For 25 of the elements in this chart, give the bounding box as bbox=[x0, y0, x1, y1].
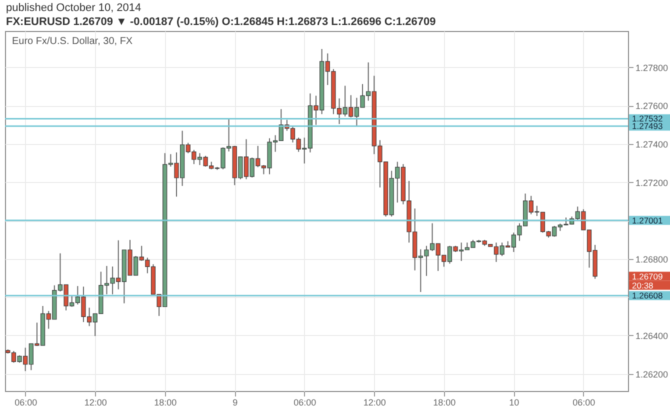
ref-line-label: 1.27532 bbox=[632, 114, 663, 124]
ref-line-label: 1.26608 bbox=[632, 290, 663, 301]
x-tick-label: 18:00 bbox=[433, 398, 456, 408]
ref-line-label: 1.27493 bbox=[632, 121, 663, 132]
x-tick-label: 9 bbox=[232, 398, 238, 408]
chart-subtitle: published October 10, 2014 bbox=[6, 2, 142, 14]
text: 1.26709 bbox=[632, 271, 663, 282]
x-tick-label: 10 bbox=[509, 398, 520, 408]
y-tick-label: 1.26800 bbox=[636, 254, 668, 264]
x-tick-label: 06:00 bbox=[572, 398, 596, 408]
x-tick-label: 12:00 bbox=[84, 398, 107, 408]
y-tick-label: 1.26400 bbox=[636, 330, 668, 341]
x-tick-label: 06:00 bbox=[294, 398, 316, 408]
chart-title: FX:EURUSD 1.26709 ▼ -0.00187 (-0.15%) O:1.26845 H:1.26873 L:1.26696 C:1.26709 bbox=[6, 16, 436, 28]
x-tick-label: 18:00 bbox=[154, 398, 177, 408]
annotation: Euro Fx/U.S. Dollar, 30, FX bbox=[12, 36, 133, 47]
y-tick-label: 1.27800 bbox=[636, 62, 668, 73]
x-tick-label: 12:00 bbox=[363, 398, 386, 408]
y-tick-label: 1.26200 bbox=[636, 369, 668, 380]
y-tick-label: 1.27400 bbox=[636, 139, 668, 150]
x-tick-label: 06:00 bbox=[14, 398, 38, 408]
ref-line-label: 1.27001 bbox=[632, 215, 663, 226]
y-tick-label: 1.27200 bbox=[636, 178, 668, 188]
text: 20:38 bbox=[632, 280, 654, 290]
y-tick-label: 1.27600 bbox=[636, 101, 668, 112]
